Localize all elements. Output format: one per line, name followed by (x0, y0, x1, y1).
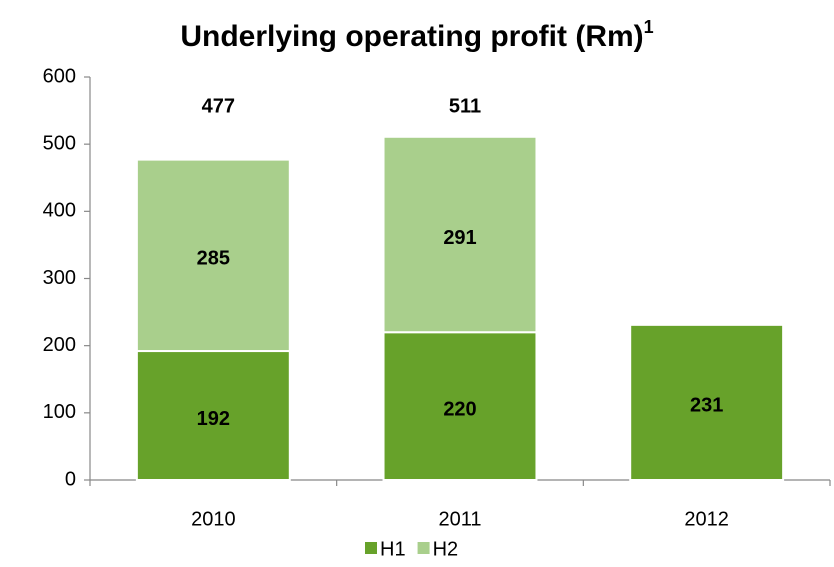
data-label: 231 (690, 395, 723, 417)
legend-label: H1 (380, 538, 406, 560)
y-tick-label: 0 (65, 468, 76, 490)
bar-segment (382, 135, 538, 334)
bar-segment (382, 331, 538, 481)
bar-segment (135, 350, 291, 482)
y-tick-label: 200 (43, 334, 76, 356)
y-tick-label: 600 (43, 65, 76, 87)
title-text: Underlying operating profit (Rm) (180, 20, 643, 53)
y-tick-label: 400 (43, 200, 76, 222)
y-tick-label: 500 (43, 132, 76, 154)
data-label: 285 (197, 248, 230, 270)
legend-label: H2 (433, 538, 459, 560)
bar-segment (135, 158, 291, 353)
bar-segment (629, 323, 785, 481)
y-tick-label: 300 (43, 267, 76, 289)
data-label: 192 (197, 408, 230, 430)
legend-swatch (417, 542, 430, 554)
legend-swatch (365, 542, 377, 554)
x-tick-label: 2011 (438, 508, 481, 530)
data-label: 220 (443, 398, 476, 420)
title-superscript: 1 (644, 17, 654, 37)
x-tick-label: 2012 (684, 508, 729, 530)
total-label: 511 (449, 95, 481, 117)
x-tick-label: 2010 (191, 508, 236, 530)
y-tick-label: 100 (43, 401, 76, 423)
total-label: 477 (202, 95, 235, 117)
data-label: 291 (443, 227, 476, 249)
chart-title: Underlying operating profit (Rm)1 (180, 17, 653, 53)
